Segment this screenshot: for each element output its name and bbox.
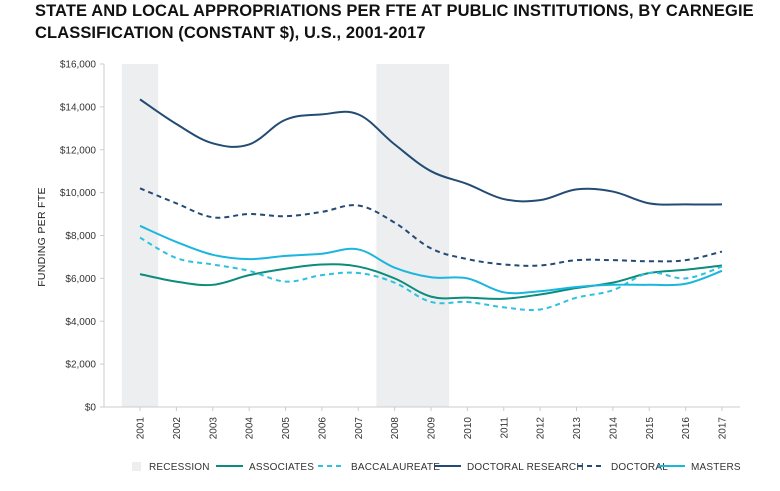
x-tick-label: 2002 — [172, 417, 183, 440]
y-axis-label: FUNDING PER FTE — [36, 187, 48, 287]
legend-label-doctoral-research: DOCTORAL RESEARCH — [467, 462, 584, 473]
x-tick-label: 2013 — [572, 417, 583, 440]
legend-swatch-recession — [132, 462, 141, 471]
x-tick-label: 2008 — [390, 417, 401, 440]
x-tick-label: 2003 — [208, 417, 219, 440]
x-tick-label: 2005 — [281, 417, 292, 440]
series-line-associates — [139, 263, 723, 300]
series-line-doctoral-research — [139, 98, 723, 206]
series-lines — [139, 98, 723, 312]
recession-band — [121, 64, 159, 407]
x-tick-label: 2015 — [645, 417, 656, 440]
x-tick-label: 2006 — [317, 417, 328, 440]
y-tick-label: $0 — [85, 403, 97, 414]
x-tick-label: 2010 — [463, 417, 474, 440]
y-tick-label: $4,000 — [65, 317, 96, 328]
x-tick-label: 2016 — [681, 417, 692, 440]
y-tick-label: $8,000 — [65, 231, 96, 242]
legend-label-masters: MASTERS — [691, 462, 741, 473]
series-line-masters — [139, 224, 723, 295]
recession-bands — [121, 64, 450, 407]
legend-label-doctoral: DOCTORAL — [611, 462, 668, 473]
x-tick-label: 2012 — [536, 417, 547, 440]
series-line-doctoral — [139, 187, 723, 267]
chart-title: STATE AND LOCAL APPROPRIATIONS PER FTE A… — [35, 2, 754, 42]
legend-label-associates: ASSOCIATES — [249, 462, 314, 473]
series-line-baccalaureate — [139, 236, 723, 312]
x-tick-label: 2009 — [427, 417, 438, 440]
y-tick-label: $12,000 — [60, 145, 97, 156]
y-tick-label: $16,000 — [60, 60, 97, 71]
x-tick-label: 2011 — [499, 417, 510, 439]
x-tick-label: 2007 — [354, 417, 365, 440]
x-tick-label: 2014 — [608, 417, 619, 440]
legend-label-recession: RECESSION — [149, 462, 210, 473]
axes: $0 $2,000 $4,000 $6,000 $8,000 $10,000 $12,000… — [60, 60, 740, 440]
x-tick-label: 2004 — [245, 417, 256, 440]
legend: RECESSION ASSOCIATES BACCALAUREATE DOCTORAL… — [132, 462, 741, 473]
x-tick-label: 2001 — [136, 417, 147, 440]
y-tick-label: $14,000 — [60, 102, 97, 113]
x-tick-label: 2017 — [718, 417, 729, 440]
y-tick-label: $2,000 — [65, 360, 96, 371]
y-tick-label: $10,000 — [60, 188, 97, 199]
y-tick-label: $6,000 — [65, 274, 96, 285]
legend-label-baccalaureate: BACCALAUREATE — [351, 462, 440, 473]
